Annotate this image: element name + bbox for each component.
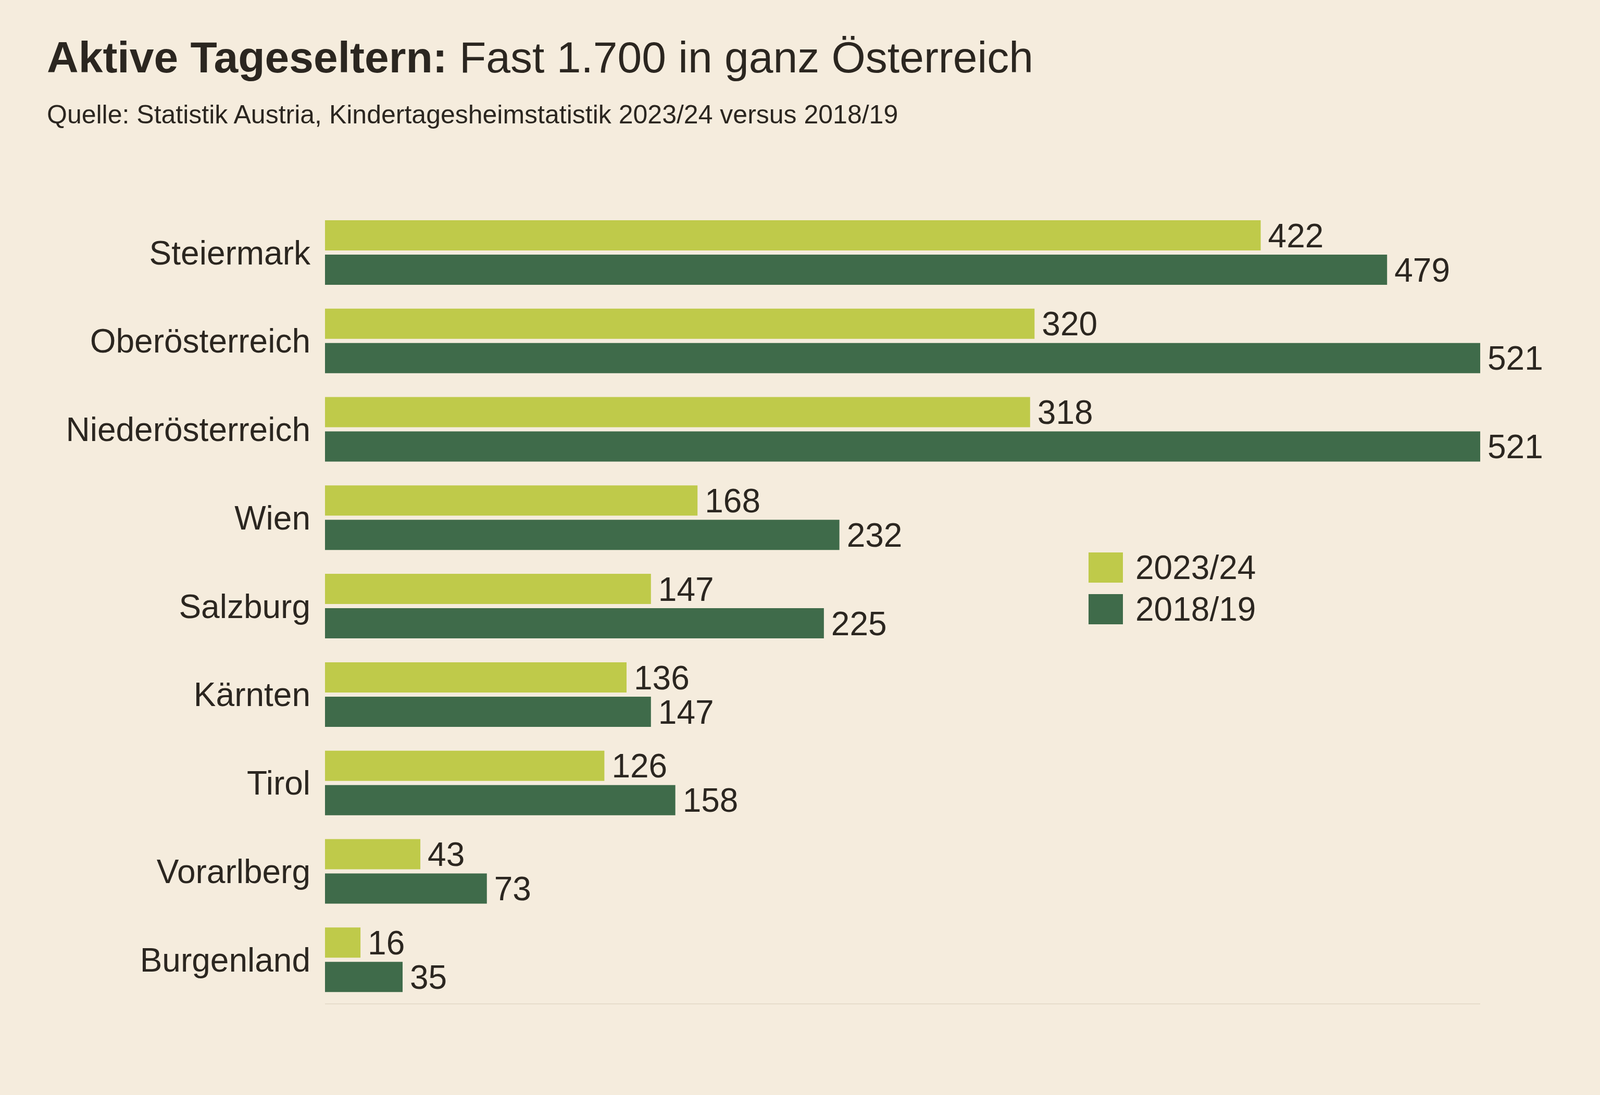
svg-text:Wien: Wien	[234, 499, 311, 537]
svg-text:16: 16	[367, 924, 405, 962]
svg-text:Vorarlberg: Vorarlberg	[156, 853, 311, 891]
svg-text:Kärnten: Kärnten	[193, 676, 311, 714]
svg-text:521: 521	[1487, 428, 1544, 466]
svg-text:Tirol: Tirol	[246, 764, 311, 803]
svg-text:136: 136	[633, 659, 690, 697]
svg-text:225: 225	[831, 605, 887, 643]
svg-text:521: 521	[1487, 339, 1544, 378]
svg-text:Salzburg: Salzburg	[178, 588, 311, 626]
svg-text:479: 479	[1394, 251, 1450, 290]
svg-text:158: 158	[682, 781, 739, 820]
html-text:Quelle: Statistik Austria, Kin: Quelle: Statistik Austria, Kindertageshe…	[46, 100, 899, 130]
html-text:Aktive Tageseltern: Fast 1.700: Aktive Tageseltern: Fast 1.700 in ganz Ö…	[46, 32, 1034, 82]
svg-text:318: 318	[1037, 393, 1094, 432]
svg-text:147: 147	[658, 693, 715, 732]
svg-text:Oberösterreich: Oberösterreich	[90, 322, 311, 360]
svg-text:232: 232	[846, 516, 903, 555]
svg-text:320: 320	[1041, 305, 1098, 343]
svg-text:168: 168	[704, 482, 761, 520]
svg-text:Steiermark: Steiermark	[149, 234, 311, 272]
html-text:2018/19: 2018/19	[1135, 590, 1256, 629]
svg-text:147: 147	[658, 570, 715, 609]
svg-text:Niederösterreich: Niederösterreich	[65, 410, 311, 449]
svg-text:73: 73	[494, 870, 532, 908]
svg-text:Burgenland: Burgenland	[140, 941, 311, 980]
svg-text:35: 35	[409, 958, 447, 997]
svg-text:43: 43	[427, 835, 465, 874]
svg-text:126: 126	[611, 747, 668, 785]
html-text:2023/24: 2023/24	[1135, 548, 1256, 587]
svg-text:422: 422	[1268, 217, 1324, 255]
